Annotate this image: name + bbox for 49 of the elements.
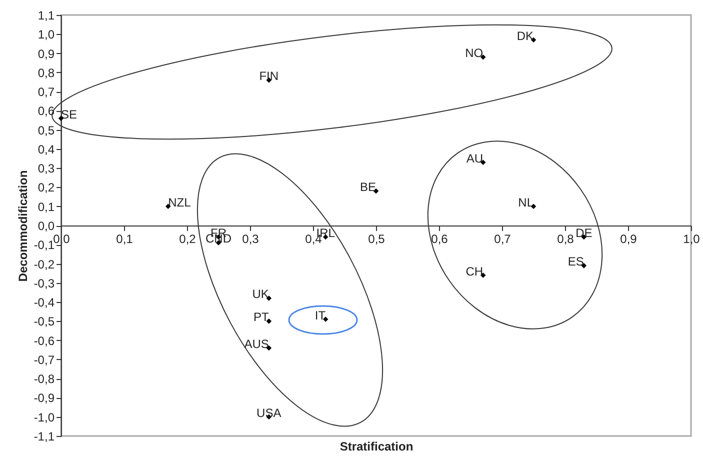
- data-label: NO: [465, 46, 484, 60]
- y-tick-label: -0,5: [34, 314, 55, 329]
- y-tick-label: 0,5: [38, 123, 55, 138]
- y-tick-label: 0,6: [38, 104, 55, 118]
- data-label: DK: [516, 28, 534, 43]
- y-tick-label: -0,4: [34, 296, 55, 310]
- data-label: AU: [466, 151, 484, 166]
- y-tick-label: 0,8: [38, 66, 55, 80]
- x-tick-label: 0,5: [368, 232, 386, 246]
- y-tick-label: -0,1: [34, 238, 55, 252]
- data-label: NL: [518, 195, 534, 210]
- data-label: IT: [314, 308, 326, 322]
- y-tick-label: 0,1: [38, 200, 55, 214]
- x-tick-label: 0,7: [494, 232, 512, 246]
- data-label: DE: [576, 226, 592, 240]
- x-tick-label: 0,8: [557, 232, 574, 246]
- x-tick-label: 0,6: [431, 232, 448, 246]
- y-tick-label: 0,3: [38, 162, 55, 176]
- y-tick-label: -0,3: [34, 276, 55, 290]
- y-tick-label: 0,4: [38, 142, 55, 156]
- x-tick-label: 0,3: [242, 232, 260, 246]
- x-tick-label: 0,1: [116, 232, 134, 246]
- y-tick-label: -0,7: [34, 352, 55, 367]
- x-tick-label: 1,0: [683, 232, 700, 246]
- y-tick-label: -0,8: [34, 372, 55, 386]
- data-label: ES: [568, 254, 584, 269]
- x-tick-label: 0,9: [620, 232, 638, 246]
- y-tick-label: 1,1: [38, 8, 55, 22]
- data-label: USA: [256, 406, 282, 420]
- data-label: FIN: [259, 69, 279, 84]
- data-label: NZL: [168, 195, 192, 210]
- y-tick-label: -1,1: [34, 430, 55, 444]
- y-tick-label: 0,9: [38, 46, 55, 61]
- y-tick-label: -0,6: [34, 334, 55, 348]
- data-label: UK: [252, 287, 269, 302]
- x-tick-label: 0,2: [179, 232, 196, 246]
- data-label: AUS: [244, 336, 269, 351]
- y-tick-label: -0,2: [34, 257, 55, 272]
- data-label: CH: [466, 264, 484, 278]
- data-label: BE: [360, 180, 376, 194]
- y-tick-label: 0,0: [38, 219, 55, 233]
- y-tick-label: -0,9: [34, 391, 55, 406]
- y-axis-title: Decommodification: [16, 170, 30, 282]
- y-tick-label: 0,2: [38, 180, 55, 195]
- y-tick-label: -1,0: [34, 410, 55, 424]
- x-axis-title: Stratification: [340, 440, 414, 454]
- y-tick-label: 0,7: [38, 85, 55, 100]
- y-tick-label: 1,0: [38, 28, 55, 42]
- data-label: PT: [254, 310, 270, 324]
